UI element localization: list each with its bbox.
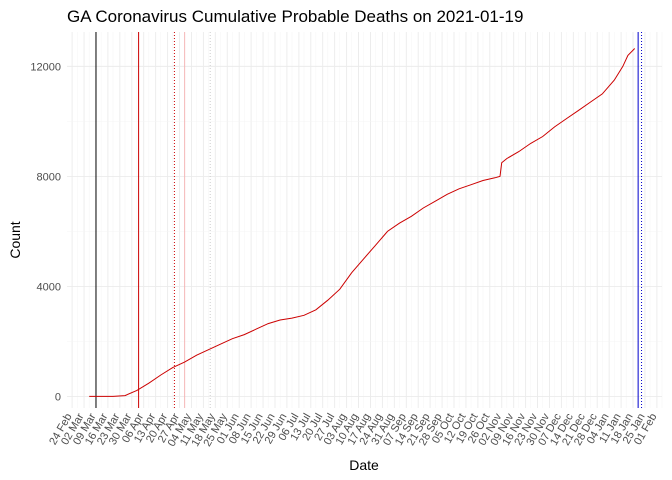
y-tick-label: 12000 xyxy=(30,61,61,73)
y-tick-label: 4000 xyxy=(37,281,61,293)
y-tick-label: 8000 xyxy=(37,171,61,183)
y-axis-ticks: 0 4000 8000 12000 xyxy=(30,61,61,403)
series-line xyxy=(89,48,636,397)
x-axis-title: Date xyxy=(349,457,379,473)
series-layer xyxy=(89,48,636,397)
grid-lines xyxy=(67,32,663,408)
y-tick-label: 0 xyxy=(55,391,61,403)
chart-title: GA Coronavirus Cumulative Probable Death… xyxy=(67,7,523,26)
y-axis-title: Count xyxy=(7,221,23,258)
reference-lines xyxy=(95,32,643,408)
